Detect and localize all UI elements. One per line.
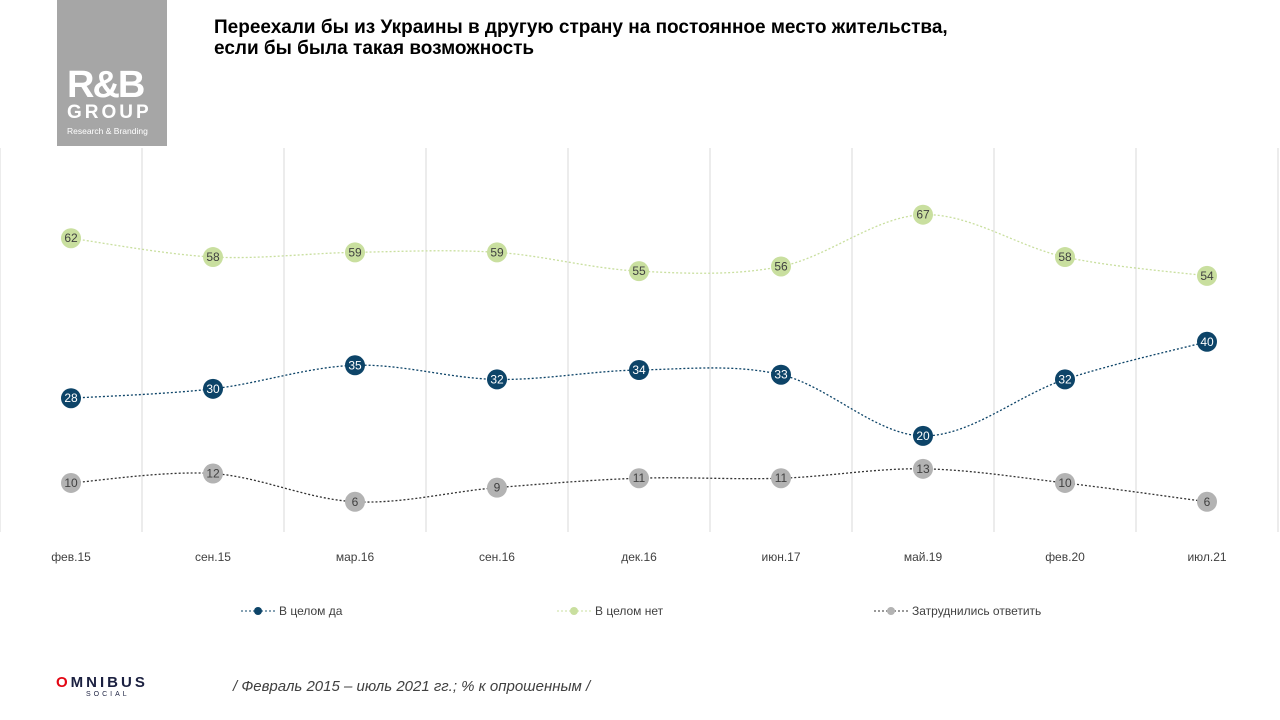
legend-marker-icon <box>241 607 275 615</box>
line-chart: фев.15 сен.15 мар.16 сен.16 дек.16 июн.17 май.… <box>0 148 1279 564</box>
series-line <box>70 214 1208 277</box>
x-tick-label: сен.16 <box>479 550 515 564</box>
data-point <box>203 378 223 399</box>
legend-marker-icon <box>874 607 908 615</box>
x-tick-label: мар.16 <box>336 550 375 564</box>
data-point <box>487 242 507 263</box>
data-point <box>1055 247 1075 268</box>
data-label: 12 <box>206 467 220 481</box>
omnibus-logo: OMNIBUS <box>56 674 148 691</box>
data-point <box>345 491 365 512</box>
data-label: 58 <box>1058 250 1072 264</box>
logo-brand: R&B <box>67 64 145 106</box>
legend-label: В целом да <box>279 604 343 618</box>
x-tick-label: фев.15 <box>51 550 91 564</box>
data-label: 20 <box>916 429 930 443</box>
data-label: 11 <box>633 471 646 485</box>
data-label: 30 <box>206 382 220 396</box>
data-label: 10 <box>1058 476 1072 490</box>
data-label: 59 <box>348 245 362 259</box>
data-point <box>1055 472 1075 493</box>
data-point <box>345 242 365 263</box>
legend-label: В целом нет <box>595 604 664 618</box>
x-tick-label: июл.21 <box>1187 550 1226 564</box>
data-point <box>487 477 507 498</box>
data-point <box>629 468 649 489</box>
data-point <box>913 204 933 225</box>
footnote: / Февраль 2015 – июль 2021 гг.; % к опро… <box>233 678 591 695</box>
data-point <box>345 355 365 376</box>
title-line-1: Переехали бы из Украины в другую страну … <box>214 17 948 38</box>
chart-title: Переехали бы из Украины в другую страну … <box>214 17 948 59</box>
x-tick-label: сен.15 <box>195 550 231 564</box>
legend-item: В целом да <box>241 604 342 618</box>
x-tick-label: май.19 <box>904 550 943 564</box>
data-point <box>771 468 791 489</box>
data-label: 6 <box>1204 495 1211 509</box>
data-label: 10 <box>64 476 78 490</box>
data-label: 58 <box>206 250 220 264</box>
data-label: 62 <box>64 231 78 245</box>
data-label: 56 <box>774 259 788 273</box>
rb-group-logo: R&B GROUP Research & Branding <box>57 0 167 146</box>
logo-group: GROUP <box>67 102 152 123</box>
omnibus-o: O <box>56 674 71 691</box>
data-label: 35 <box>348 358 362 372</box>
data-point <box>61 228 81 249</box>
data-point <box>913 458 933 479</box>
data-label: 55 <box>632 264 646 278</box>
data-label: 32 <box>1058 372 1072 386</box>
legend-marker-icon <box>557 607 591 615</box>
data-point <box>61 472 81 493</box>
data-label: 34 <box>632 363 646 377</box>
data-label: 28 <box>64 391 78 405</box>
data-point <box>61 388 81 409</box>
legend-item: В целом нет <box>557 604 663 618</box>
legend-item: Затруднились ответить <box>874 604 1041 618</box>
data-label: 33 <box>774 368 788 382</box>
data-point <box>913 425 933 446</box>
logo-sub: Research & Branding <box>67 126 148 136</box>
data-point <box>487 369 507 390</box>
data-point <box>771 256 791 277</box>
x-tick-label: дек.16 <box>621 550 657 564</box>
omnibus-social: SOCIAL <box>86 691 130 698</box>
data-point <box>203 247 223 268</box>
data-point <box>1197 491 1217 512</box>
data-label: 11 <box>775 471 788 485</box>
title-line-2: если бы была такая возможность <box>214 38 535 59</box>
data-point <box>203 463 223 484</box>
data-label: 6 <box>352 495 359 509</box>
data-point <box>629 261 649 282</box>
data-point <box>771 364 791 385</box>
data-label: 13 <box>916 462 930 476</box>
data-label: 59 <box>490 245 504 259</box>
data-point <box>1197 265 1217 286</box>
data-label: 32 <box>490 372 504 386</box>
legend-label: Затруднились ответить <box>912 604 1042 618</box>
data-point <box>629 359 649 380</box>
data-point <box>1055 369 1075 390</box>
series-line <box>70 341 1208 437</box>
data-point <box>1197 331 1217 352</box>
data-label: 40 <box>1200 335 1214 349</box>
data-label: 54 <box>1200 269 1214 283</box>
x-tick-label: июн.17 <box>761 550 800 564</box>
data-label: 67 <box>916 208 930 222</box>
omnibus-rest: MNIBUS <box>70 674 148 691</box>
x-tick-label: фев.20 <box>1045 550 1085 564</box>
data-label: 9 <box>494 481 501 495</box>
